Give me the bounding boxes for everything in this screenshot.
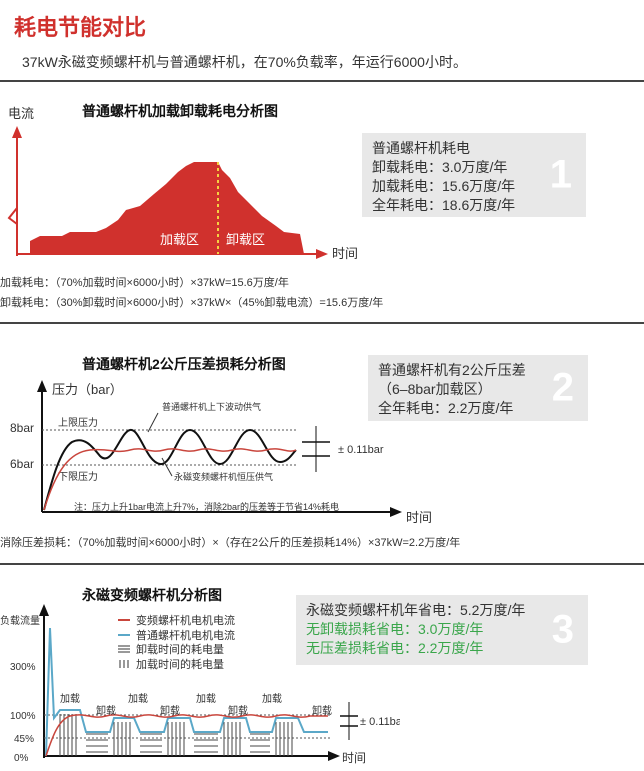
chart2-tick-8bar: 8bar: [10, 421, 34, 435]
info-box-3: 永磁变频螺杆机年省电：5.2万度/年 无卸载损耗省电：3.0万度/年 无压差损耗…: [296, 595, 588, 665]
chart2-tolerance: ± 0.11bar: [338, 444, 384, 456]
chart3-hatch-load: [59, 714, 293, 756]
chart2-pm-pointer: [161, 457, 173, 477]
box2-line-3: 全年耗电：2.2万度/年: [378, 400, 514, 416]
chart1-x-label: 时间: [332, 246, 358, 261]
chart2-lower-label: 下限压力: [58, 470, 98, 483]
chart2-normal-curve: [43, 428, 297, 511]
formula-pressure: 消除压差损耗：（70%加载时间×6000小时）×（存在2公斤的压差损耗14%）×…: [0, 537, 461, 549]
box1-number: 1: [549, 152, 572, 197]
info-box-1: 普通螺杆机耗电 卸载耗电：3.0万度/年 加载耗电：15.6万度/年 全年耗电：…: [362, 133, 586, 217]
chart3-tick-0: 0%: [14, 753, 29, 764]
formula-unload: 卸载耗电：（30%卸载时间×6000小时）×37kW×（45%卸载电流）=15.…: [0, 297, 384, 309]
chart3-unload-2: 卸载: [160, 704, 180, 717]
box2-line-1: 普通螺杆机有2公斤压差: [378, 362, 526, 378]
box3-line-3: 无压差损耗省电：2.2万度/年: [306, 640, 484, 656]
chart1-y-arrow: [12, 126, 22, 138]
chart3-tick-300: 300%: [10, 662, 36, 673]
chart3-hatch-unload: [86, 733, 270, 753]
box1-line-4: 全年耗电：18.6万度/年: [372, 197, 516, 213]
chart3-tolerance: ± 0.11bar: [360, 716, 400, 728]
chart2-y-label: 压力（bar）: [52, 382, 123, 397]
legend-unload-label: 卸载时间的耗电量: [136, 642, 224, 656]
chart1-axis-break: [7, 207, 18, 225]
chart2-y-arrow: [37, 380, 47, 392]
divider-3: [0, 563, 644, 565]
chart2-pm-curve: [43, 448, 297, 511]
box3-line-1: 永磁变频螺杆机年省电：5.2万度/年: [306, 602, 526, 618]
page-title: 耗电节能对比: [14, 15, 147, 40]
legend-unload-swatch: [118, 645, 130, 653]
box1-line-1: 普通螺杆机耗电: [372, 140, 470, 156]
chart3-unload-3: 卸载: [228, 704, 248, 717]
chart3-x-label: 时间: [342, 751, 366, 765]
chart3-tick-45: 45%: [14, 734, 34, 745]
chart3-y-arrow: [39, 604, 49, 616]
chart3-unload-4: 卸载: [312, 704, 332, 717]
box2-number: 2: [551, 365, 574, 410]
legend-load-label: 加载时间的耗电量: [136, 657, 224, 671]
chart2-title: 普通螺杆机2公斤压差损耗分析图: [82, 356, 286, 372]
formula-load: 加载耗电：（70%加载时间×6000小时）×37kW=15.6万度/年: [0, 277, 289, 289]
chart2-upper-label: 上限压力: [58, 416, 98, 429]
chart3-vfd-current: [45, 714, 328, 757]
chart3-title: 永磁变频螺杆机分析图: [82, 587, 222, 603]
chart2-note: 注：压力上升1bar电流上升7%，消除2bar的压差等于节省14%耗电: [74, 501, 339, 512]
chart3-load-2: 加载: [128, 693, 148, 705]
legend-vfd-label: 变频螺杆机电机电流: [136, 613, 235, 627]
box3-line-2: 无卸载损耗省电：3.0万度/年: [306, 621, 484, 637]
chart3-unload-1: 卸载: [96, 704, 116, 717]
page-subtitle: 37kW永磁变频螺杆机与普通螺杆机，在70%负载率，年运行6000小时。: [22, 54, 467, 70]
chart1-area: [30, 162, 304, 254]
chart2-diagram: 压力（bar） 时间 8bar 6bar 上限压力 下限压力 普通螺杆机上下波动…: [10, 380, 432, 525]
divider-2: [0, 322, 644, 324]
legend-normal-label: 普通螺杆机电机电流: [136, 628, 235, 642]
box3-number: 3: [551, 607, 574, 652]
chart3-diagram: 负载流量 时间 300% 100% 45% 0% 加载 卸载 加载 卸载 加载 …: [0, 604, 400, 765]
chart3-y-label: 负载流量: [0, 614, 40, 627]
chart1-unload-zone: 卸载区: [226, 232, 265, 247]
divider-1: [0, 80, 644, 82]
box2-line-2: （6–8bar加载区）: [378, 381, 492, 397]
chart2-pm-label: 永磁变频螺杆机恒压供气: [174, 471, 273, 482]
chart1-title: 普通螺杆机加载卸载耗电分析图: [82, 103, 278, 119]
chart3-load-3: 加载: [196, 693, 216, 705]
box1-line-2: 卸载耗电：3.0万度/年: [372, 159, 508, 175]
chart3-load-1: 加载: [60, 693, 80, 705]
chart3-x-arrow: [328, 751, 340, 761]
chart2-x-label: 时间: [406, 510, 432, 525]
chart1-diagram: 电流 加载区 卸载区 时间: [7, 106, 358, 261]
legend-load-swatch: [119, 660, 129, 668]
box1-line-3: 加载耗电：15.6万度/年: [372, 178, 516, 194]
chart2-x-arrow: [390, 507, 402, 517]
chart1-x-arrow: [316, 249, 328, 259]
chart3-load-4: 加载: [262, 693, 282, 705]
chart2-normal-label: 普通螺杆机上下波动供气: [162, 401, 261, 412]
chart1-y-label: 电流: [8, 106, 34, 121]
chart3-normal-current: [45, 627, 328, 757]
chart1-load-zone: 加载区: [160, 232, 199, 247]
chart3-tick-100: 100%: [10, 711, 36, 722]
chart2-normal-pointer: [147, 412, 159, 433]
info-box-2: 普通螺杆机有2公斤压差 （6–8bar加载区） 全年耗电：2.2万度/年 2: [368, 355, 588, 421]
chart2-tick-6bar: 6bar: [10, 457, 34, 471]
